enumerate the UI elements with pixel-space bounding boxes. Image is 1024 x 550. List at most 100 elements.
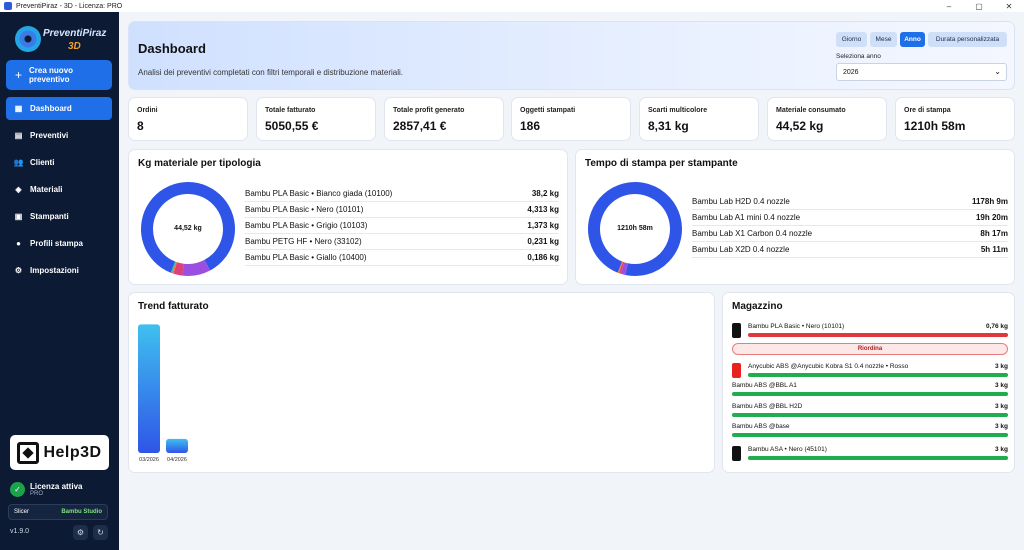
range-month-button[interactable]: Mese bbox=[870, 32, 897, 47]
trend-x-label: 03/2026 bbox=[139, 457, 159, 463]
trend-x-label: 04/2026 bbox=[167, 457, 187, 463]
printer-name: Bambu Lab X1 Carbon 0.4 nozzle bbox=[692, 229, 813, 238]
stock-level-bar bbox=[732, 413, 1008, 417]
warehouse-item[interactable]: Bambu ASA • Nero (45101) 3 kg bbox=[732, 446, 1008, 462]
stat-value: 8 bbox=[137, 119, 144, 133]
year-select-label: Seleziona anno bbox=[836, 53, 881, 60]
refresh-button[interactable]: ↻ bbox=[93, 525, 108, 540]
material-value: 1,373 kg bbox=[527, 221, 559, 230]
sidebar-item-label: Stampanti bbox=[30, 212, 69, 221]
warehouse-item-name: Bambu ABS @BBL A1 bbox=[732, 382, 797, 389]
document-icon: ▤ bbox=[14, 131, 23, 140]
sidebar-item-label: Preventivi bbox=[30, 131, 69, 140]
reorder-button[interactable]: Riordina bbox=[732, 343, 1008, 355]
printer-value: 19h 20m bbox=[975, 213, 1008, 222]
help3d-label: Help3D bbox=[43, 443, 102, 461]
stat-card: Oggetti stampati 186 bbox=[511, 97, 631, 141]
year-select[interactable]: 2026 ⌄ bbox=[836, 63, 1007, 81]
stock-level-bar bbox=[732, 433, 1008, 437]
revenue-trend-card: Trend fatturato 03/2026 04/2026 bbox=[128, 292, 715, 473]
material-value: 0,231 kg bbox=[527, 237, 559, 246]
material-slice bbox=[141, 182, 235, 273]
logo-text: PreventiPiraz bbox=[43, 28, 107, 39]
stat-label: Scarti multicolore bbox=[648, 107, 708, 114]
stock-level-bar bbox=[748, 333, 1008, 337]
materials-card: Kg materiale per tipologia 44,52 kg Bamb… bbox=[128, 149, 568, 285]
slicer-value: Bambu Studio bbox=[61, 509, 102, 515]
sidebar-item-clienti[interactable]: 👥 Clienti bbox=[6, 151, 112, 174]
trend-bar bbox=[166, 438, 188, 453]
chevron-down-icon: ⌄ bbox=[994, 67, 1001, 76]
sidebar-item-label: Impostazioni bbox=[30, 266, 79, 275]
dashboard-header: Dashboard Analisi dei preventivi complet… bbox=[128, 21, 1015, 90]
plus-icon: + bbox=[15, 68, 23, 82]
stat-label: Ordini bbox=[137, 107, 158, 114]
range-custom-button[interactable]: Durata personalizzata bbox=[928, 32, 1007, 47]
warehouse-item-qty: 3 kg bbox=[994, 382, 1008, 389]
users-icon: 👥 bbox=[13, 158, 24, 167]
warehouse-item-name: Bambu ABS @base bbox=[732, 423, 790, 430]
stat-value: 2857,41 € bbox=[393, 119, 447, 133]
new-quote-label: Crea nuovo preventivo bbox=[29, 66, 74, 84]
sidebar-item-materiali[interactable]: ◈ Materiali bbox=[6, 178, 112, 201]
sidebar-item-dashboard[interactable]: ▦ Dashboard bbox=[6, 97, 112, 120]
stat-value: 186 bbox=[520, 119, 541, 133]
cube-icon: ◈ bbox=[15, 185, 22, 194]
warehouse-item-qty: 3 kg bbox=[994, 363, 1008, 370]
printer-slice bbox=[588, 182, 682, 276]
sidebar-item-stampanti[interactable]: ▣ Stampanti bbox=[6, 205, 112, 228]
printer-name: Bambu Lab X2D 0.4 nozzle bbox=[692, 245, 790, 254]
material-legend-row: Bambu PLA Basic • Nero (10101) 4,313 kg bbox=[245, 202, 559, 218]
sidebar-item-preventivi[interactable]: ▤ Preventivi bbox=[6, 124, 112, 147]
warehouse-item[interactable]: Bambu PLA Basic • Nero (10101) 0,76 kg bbox=[732, 323, 1008, 339]
settings-button[interactable]: ⚙ bbox=[73, 525, 88, 540]
printer-legend-row: Bambu Lab X1 Carbon 0.4 nozzle 8h 17m bbox=[692, 226, 1008, 242]
range-day-button[interactable]: Giorno bbox=[836, 32, 867, 47]
material-name: Bambu PLA Basic • Bianco giada (10100) bbox=[245, 189, 393, 198]
maximize-icon[interactable]: ▢ bbox=[975, 1, 983, 11]
refresh-icon: ↻ bbox=[97, 528, 104, 537]
sidebar-item-impostazioni[interactable]: ⚙ Impostazioni bbox=[6, 259, 112, 282]
warehouse-item-name: Bambu ABS @BBL H2D bbox=[732, 403, 803, 410]
warehouse-item-qty: 3 kg bbox=[994, 423, 1008, 430]
printer-name: Bambu Lab A1 mini 0.4 nozzle bbox=[692, 213, 801, 222]
window-controls: – ▢ ✕ bbox=[934, 2, 1024, 11]
warehouse-item[interactable]: Bambu ABS @base 3 kg bbox=[732, 423, 1008, 439]
help3d-logo[interactable]: Help3D bbox=[10, 435, 109, 470]
slicer-label: Slicer bbox=[14, 509, 30, 515]
sidebar-item-profili-stampa[interactable]: ● Profili stampa bbox=[6, 232, 112, 255]
printers-donut-chart bbox=[588, 182, 682, 276]
warehouse-item[interactable]: Bambu ABS @BBL A1 3 kg bbox=[732, 382, 1008, 398]
stat-card: Materiale consumato 44,52 kg bbox=[767, 97, 887, 141]
filament-color-swatch bbox=[732, 446, 741, 461]
sidebar-item-label: Profili stampa bbox=[30, 239, 83, 248]
printer-value: 8h 17m bbox=[980, 229, 1008, 238]
spool-icon bbox=[15, 26, 41, 52]
revenue-trend-chart: 03/2026 04/2026 bbox=[138, 324, 188, 463]
warehouse-item-name: Bambu PLA Basic • Nero (10101) bbox=[748, 323, 845, 330]
printer-value: 5h 11m bbox=[980, 245, 1008, 254]
material-legend-row: Bambu PLA Basic • Bianco giada (10100) 38… bbox=[245, 186, 559, 202]
app-icon bbox=[4, 2, 12, 10]
stock-level-bar bbox=[732, 392, 1008, 396]
new-quote-button[interactable]: + Crea nuovo preventivo bbox=[6, 60, 112, 90]
printers-card: Tempo di stampa per stampante 1210h 58m … bbox=[575, 149, 1015, 285]
printers-donut-center: 1210h 58m bbox=[617, 225, 653, 232]
material-value: 38,2 kg bbox=[531, 189, 559, 198]
minimize-icon[interactable]: – bbox=[946, 1, 952, 11]
logo-subtext: 3D bbox=[68, 41, 81, 52]
printer-legend-row: Bambu Lab X2D 0.4 nozzle 5h 11m bbox=[692, 242, 1008, 258]
warehouse-item[interactable]: Bambu ABS @BBL H2D 3 kg bbox=[732, 403, 1008, 419]
stat-card: Ordini 8 bbox=[128, 97, 248, 141]
warehouse-item[interactable]: Anycubic ABS @Anycubic Kobra S1 0.4 nozz… bbox=[732, 363, 1008, 379]
close-icon[interactable]: ✕ bbox=[1005, 1, 1013, 11]
range-year-button[interactable]: Anno bbox=[900, 32, 925, 47]
warehouse-item-qty: 3 kg bbox=[994, 446, 1008, 453]
stock-level-bar bbox=[748, 373, 1008, 377]
license-tier: PRO bbox=[30, 491, 44, 497]
materials-donut-chart bbox=[141, 182, 235, 276]
printer-slice bbox=[618, 261, 625, 274]
app-logo: PreventiPiraz 3D bbox=[13, 22, 107, 60]
filament-color-swatch bbox=[732, 363, 741, 378]
sidebar-item-label: Dashboard bbox=[30, 104, 72, 113]
